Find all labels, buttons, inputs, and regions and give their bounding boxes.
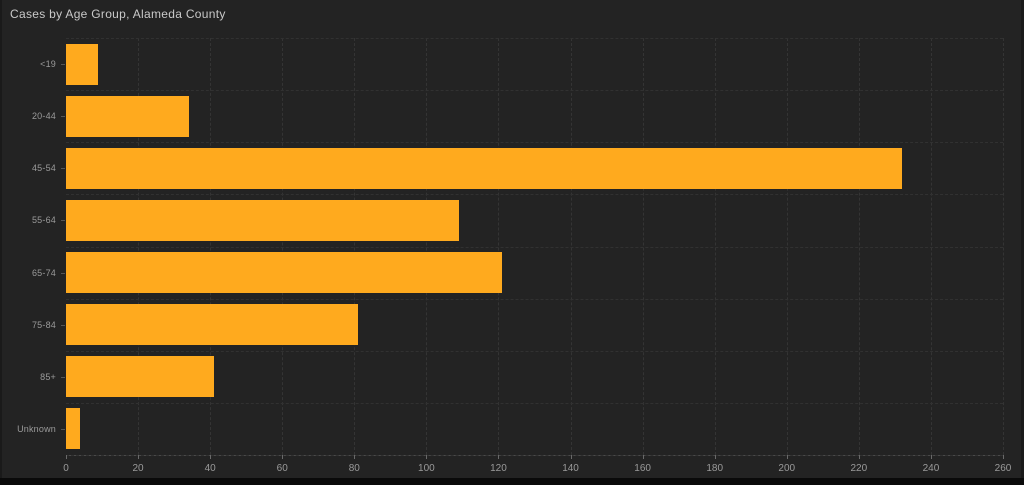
x-axis-label: 80 (348, 463, 360, 474)
x-axis-label: 180 (706, 463, 724, 474)
bar[interactable] (66, 356, 214, 398)
x-axis-tick (786, 455, 788, 459)
x-axis-label: 140 (562, 463, 579, 474)
gridline-horizontal (66, 246, 1003, 248)
y-axis-label: <19 (40, 59, 56, 70)
y-axis-label: 75-84 (31, 319, 56, 330)
bar[interactable] (66, 147, 903, 189)
right-edge-divider (1021, 0, 1024, 485)
y-axis-label: 85+ (40, 371, 56, 382)
bar[interactable] (66, 252, 503, 294)
gridline-horizontal (66, 298, 1003, 300)
y-axis-label: 45-54 (31, 163, 56, 174)
gridline-vertical (1003, 38, 1004, 455)
x-axis-tick (858, 455, 860, 459)
y-axis-tick (61, 168, 65, 170)
y-axis-tick (61, 116, 65, 118)
x-axis-tick (426, 455, 428, 459)
bar[interactable] (66, 95, 189, 137)
gridline-horizontal (66, 455, 1003, 456)
gridline-horizontal (66, 402, 1003, 404)
x-axis-label: 60 (276, 463, 288, 474)
y-axis-label: 55-64 (31, 215, 56, 226)
x-axis-tick (138, 455, 140, 459)
y-axis-tick (61, 324, 65, 326)
x-axis-label: 260 (994, 463, 1012, 474)
x-axis-tick (498, 455, 500, 459)
gridline-horizontal (66, 350, 1003, 352)
x-axis-tick (210, 455, 212, 459)
plot-area: <19 20-44 45-54 55-64 65-74 75-84 85+ Unknown 0 2… (17, 38, 1011, 474)
x-axis-label: 200 (778, 463, 796, 474)
bar[interactable] (66, 408, 81, 450)
y-axis-tick (61, 428, 65, 430)
x-axis-tick (1003, 455, 1004, 459)
y-axis-tick (61, 220, 65, 222)
gridline-horizontal (66, 142, 1003, 144)
y-axis-tick (61, 376, 65, 378)
bar[interactable] (66, 304, 358, 346)
y-axis-tick (61, 64, 65, 66)
bar[interactable] (66, 43, 99, 85)
x-axis-tick (354, 455, 356, 459)
gridline-horizontal (66, 194, 1003, 196)
gridline-horizontal (66, 38, 1003, 39)
y-axis-label: 65-74 (31, 267, 56, 278)
y-axis-label: Unknown (17, 423, 56, 434)
x-axis-label: 160 (634, 463, 651, 474)
x-axis-tick (930, 455, 932, 459)
x-axis-label: 220 (850, 463, 868, 474)
x-axis-label: 100 (418, 463, 435, 474)
y-axis-label: 20-44 (31, 111, 56, 122)
bar[interactable] (66, 199, 459, 241)
x-axis-label: 0 (63, 463, 69, 474)
x-axis-tick (714, 455, 716, 459)
x-axis-tick (282, 455, 284, 459)
x-axis-tick (642, 455, 644, 459)
gridline-horizontal (66, 90, 1003, 92)
chart-title: Cases by Age Group, Alameda County (10, 7, 226, 21)
x-axis-label: 40 (204, 463, 216, 474)
left-edge-divider (0, 0, 2, 485)
x-axis-tick (570, 455, 572, 459)
y-axis-tick (61, 272, 65, 274)
bottom-edge-divider (0, 478, 1024, 485)
x-axis-label: 20 (132, 463, 144, 474)
x-axis-tick (66, 455, 67, 459)
x-axis-label: 240 (922, 463, 940, 474)
x-axis-label: 120 (490, 463, 507, 474)
